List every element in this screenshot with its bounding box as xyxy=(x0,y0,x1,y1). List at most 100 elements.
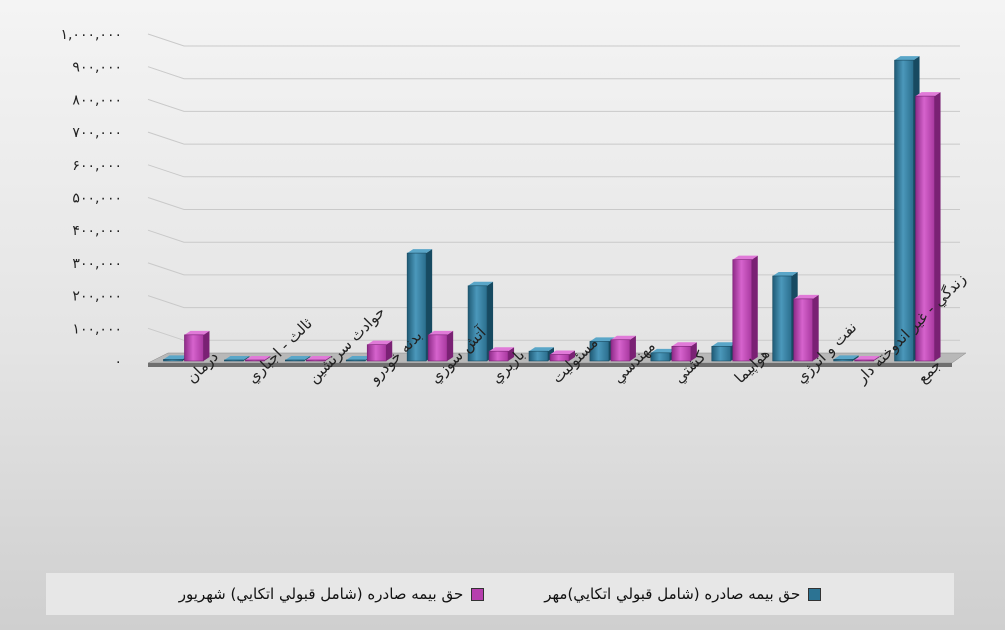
bar-top xyxy=(671,342,697,347)
bar-front xyxy=(163,359,183,362)
bar-front xyxy=(528,350,549,362)
bar-top xyxy=(894,56,920,61)
y-tick-label: ۵۰۰,۰۰۰ xyxy=(72,191,122,207)
bar-side xyxy=(487,281,494,361)
bar-side xyxy=(812,294,819,361)
bar-top xyxy=(245,356,271,360)
y-tick-label: ۴۰۰,۰۰۰ xyxy=(72,223,122,239)
bar-front xyxy=(427,334,448,362)
gridlines xyxy=(147,33,960,341)
bar-shahrivar xyxy=(854,356,880,362)
bar-shahrivar xyxy=(610,335,636,362)
bar-shahrivar xyxy=(427,330,454,362)
bar-side xyxy=(751,255,758,361)
legend: حق بيمه صادره (شامل قبولي اتكايي)مهر حق … xyxy=(46,573,954,615)
bar-front xyxy=(549,354,570,362)
bar-top xyxy=(589,337,615,342)
gridline xyxy=(147,98,960,112)
bar-side xyxy=(508,347,515,361)
bar-top xyxy=(915,92,941,97)
bar-side xyxy=(304,356,311,361)
bar-front xyxy=(245,359,265,362)
bar-top xyxy=(428,330,454,335)
gridline xyxy=(147,295,960,309)
bar-top xyxy=(346,356,372,360)
y-tick-label: ۷۰۰,۰۰۰ xyxy=(72,125,122,141)
bar-front xyxy=(610,339,631,362)
gridline xyxy=(147,164,960,178)
bar-front xyxy=(793,298,813,362)
gridline xyxy=(147,33,960,47)
bar-mehr xyxy=(833,355,859,362)
bar-side xyxy=(569,350,575,361)
bar-side xyxy=(243,356,250,361)
bar-chart: ۰ ۱۰۰,۰۰۰ ۲۰۰,۰۰۰ ۳۰۰,۰۰۰ ۴۰۰,۰۰۰ ۵۰۰,۰۰۰ ۶۰۰,… xyxy=(60,27,971,388)
bar-front xyxy=(488,350,509,362)
gridline xyxy=(147,131,960,145)
bar-front xyxy=(184,334,204,362)
floor-edge xyxy=(148,363,952,367)
gridline xyxy=(147,327,960,341)
legend-item-shahrivar: حق بيمه صادره (شامل قبولي اتكايي) شهريور xyxy=(178,585,485,603)
bar-side xyxy=(629,335,636,361)
bar-side xyxy=(325,356,332,361)
bar-top xyxy=(489,347,515,352)
y-tick-label: ۰ xyxy=(114,354,122,370)
bar-top xyxy=(367,340,393,345)
bar-front xyxy=(345,359,366,362)
legend-item-mehr: حق بيمه صادره (شامل قبولي اتكايي)مهر xyxy=(544,585,822,603)
bar-side xyxy=(873,356,880,361)
bar-shahrivar xyxy=(245,356,271,362)
bars xyxy=(163,56,941,362)
legend-swatch-mehr xyxy=(808,587,822,601)
gridline xyxy=(147,197,960,210)
gridline xyxy=(147,229,960,243)
bar-top xyxy=(468,281,494,286)
bar-front xyxy=(854,359,874,362)
bar-top xyxy=(833,355,859,360)
bar-front xyxy=(406,252,427,362)
bar-side xyxy=(264,356,271,361)
bar-side xyxy=(426,249,433,361)
bar-shahrivar xyxy=(549,350,575,362)
bar-top xyxy=(184,330,210,335)
bar-top xyxy=(732,255,758,260)
legend-label-mehr: حق بيمه صادره (شامل قبولي اتكايي)مهر xyxy=(544,585,801,603)
bar-front xyxy=(833,359,853,362)
bar-top xyxy=(306,356,332,360)
bar-shahrivar xyxy=(732,255,758,362)
bar-shahrivar xyxy=(306,356,332,362)
bar-front xyxy=(711,345,732,362)
bar-top xyxy=(650,348,676,353)
bar-side xyxy=(447,330,454,361)
y-tick-label: ۳۰۰,۰۰۰ xyxy=(72,256,122,272)
legend-label-shahrivar: حق بيمه صادره (شامل قبولي اتكايي) شهريور xyxy=(178,585,464,603)
bar-shahrivar xyxy=(793,294,819,362)
y-axis: ۰ ۱۰۰,۰۰۰ ۲۰۰,۰۰۰ ۳۰۰,۰۰۰ ۴۰۰,۰۰۰ ۵۰۰,۰۰۰ ۶۰۰,… xyxy=(60,27,122,370)
bar-top xyxy=(163,355,189,360)
bar-top xyxy=(224,356,250,360)
bar-front xyxy=(650,352,671,362)
bar-front xyxy=(732,259,753,362)
bar-top xyxy=(793,294,819,299)
bar-front xyxy=(772,275,792,362)
gridline xyxy=(147,262,960,276)
bar-top xyxy=(711,342,737,347)
bar-shahrivar xyxy=(915,92,941,362)
bar-front xyxy=(894,59,914,362)
bar-front xyxy=(671,345,692,362)
bar-mehr xyxy=(224,356,250,362)
y-tick-label: ۶۰۰,۰۰۰ xyxy=(72,158,122,174)
bar-top xyxy=(550,350,575,355)
bar-front xyxy=(467,285,488,362)
bar-front xyxy=(306,359,326,362)
y-tick-label: ۸۰۰,۰۰۰ xyxy=(72,92,122,108)
bar-side xyxy=(203,330,210,361)
bar-mehr xyxy=(406,249,433,362)
bar-top xyxy=(407,249,433,254)
bar-top xyxy=(285,356,311,360)
bar-shahrivar xyxy=(184,330,210,362)
bar-side xyxy=(690,342,697,361)
bar-mehr xyxy=(285,356,311,362)
